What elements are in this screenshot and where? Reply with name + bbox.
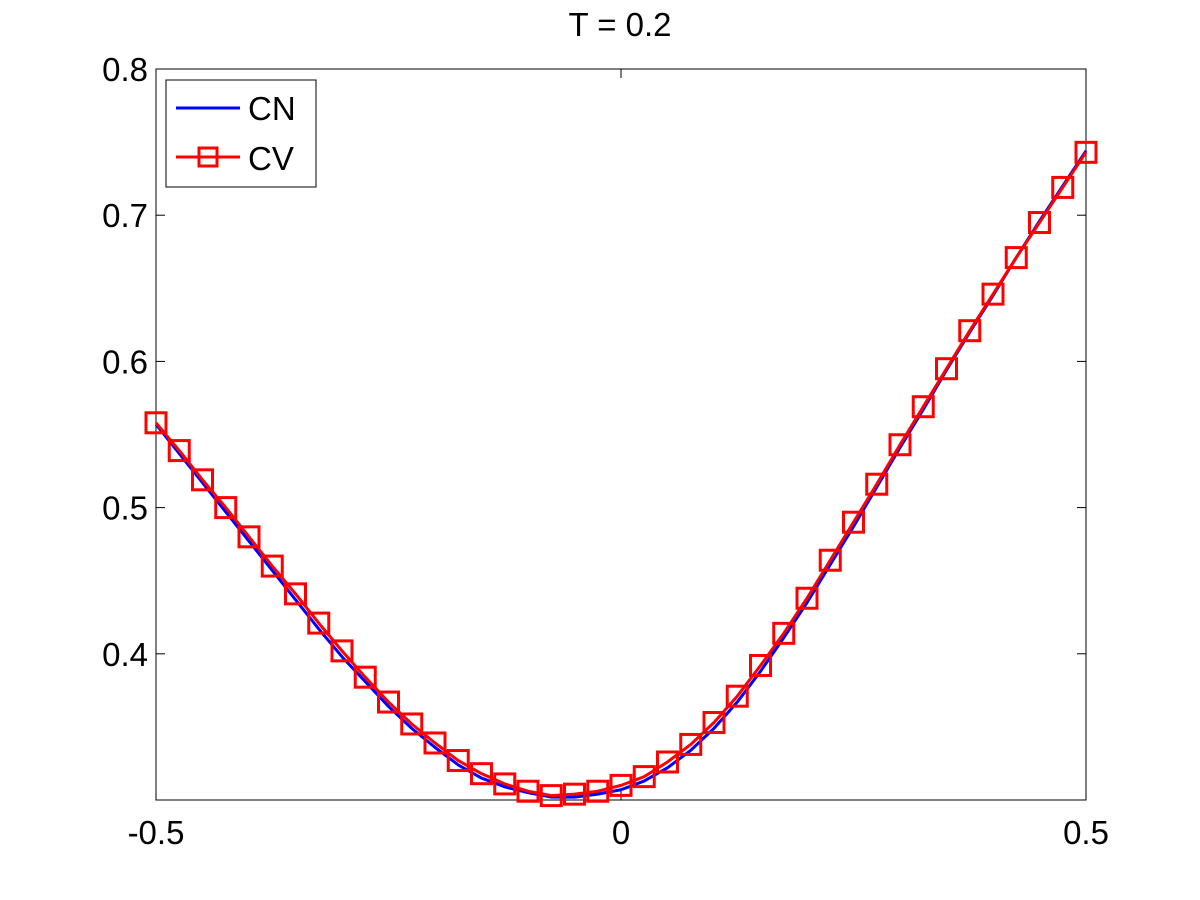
data-point-cv [167,439,191,463]
series-layer [144,140,1098,808]
data-point-cv [1004,246,1028,270]
y-tick-label: 0.8 [102,51,148,88]
data-point-cv [353,665,377,689]
y-tick-label: 0.5 [102,490,148,527]
data-point-cv [1074,140,1098,164]
data-point-cv [307,611,331,635]
data-point-cv [632,765,656,789]
data-point-cv [191,468,214,492]
data-point-cv [493,772,517,796]
data-point-cv [260,554,284,578]
axis-ticks [155,68,1087,800]
x-tick-label: -0.5 [128,814,185,851]
data-point-cv [958,319,982,343]
data-point-cv [888,433,912,457]
x-tick-label: 0 [612,814,630,851]
y-tick-label: 0.4 [102,636,148,673]
data-point-cv [679,732,703,756]
data-point-cv [470,762,493,786]
data-point-cv [609,773,633,797]
legend-marker-cv [197,146,219,168]
data-point-cv [237,525,261,549]
data-point-cv [795,586,819,610]
axis-tick-labels: -0.5 0 0.5 0.4 0.5 0.6 0.7 0.8 [102,51,1109,851]
data-point-cv [586,779,610,803]
legend-label-cv: CV [248,140,294,177]
data-point-cv [563,782,586,806]
data-point-cv [144,411,168,435]
data-point-cv [911,395,935,419]
data-point-cv [1028,211,1051,235]
plot-area [155,68,1087,801]
chart-title: T = 0.2 [568,6,671,43]
data-point-cv [1051,175,1075,199]
y-tick-label: 0.7 [102,197,148,234]
legend-box [165,79,317,188]
data-point-cv [400,712,424,736]
data-point-cv [516,779,540,803]
data-point-cv [330,639,354,663]
y-tick-label: 0.6 [102,343,148,380]
data-point-cv [423,731,447,755]
data-point-cv [539,784,563,808]
data-point-cv [842,510,865,534]
data-point-cv [725,684,749,708]
legend-label-cn: CN [248,90,296,127]
data-point-cv [656,750,679,774]
data-point-cv [749,653,772,677]
data-point-cv [935,357,958,381]
data-point-cv [981,282,1005,306]
data-point-cv [702,711,726,735]
data-point-cv [446,749,470,773]
data-point-cv [818,548,842,572]
data-point-cv [377,690,400,714]
data-point-cv [865,472,889,496]
x-tick-label: 0.5 [1063,814,1109,851]
data-point-cv [214,496,238,520]
legend: CN CV [165,79,317,188]
data-point-cv [284,582,307,606]
data-point-cv [772,621,796,645]
